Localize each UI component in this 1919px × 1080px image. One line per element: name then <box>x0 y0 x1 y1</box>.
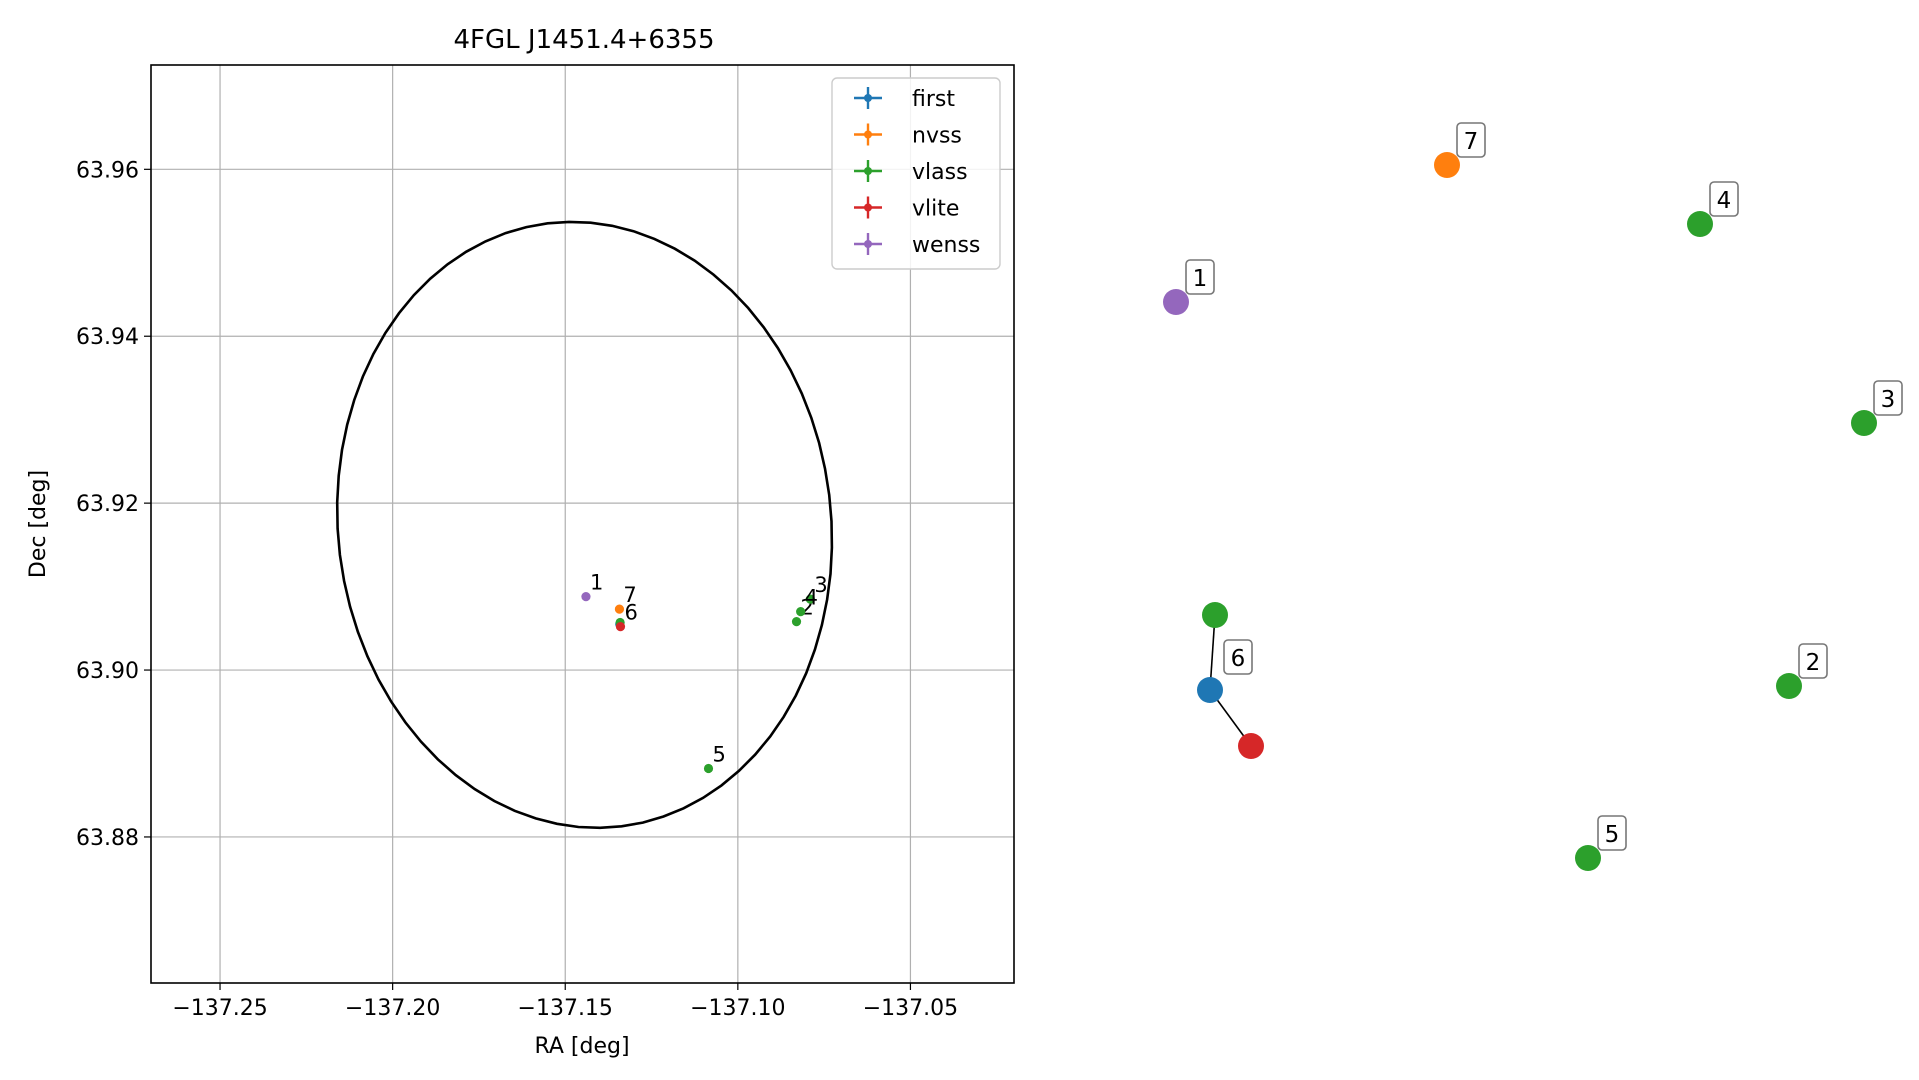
point-label: 5 <box>712 743 725 767</box>
x-axis-label: RA [deg] <box>534 1034 629 1059</box>
legend-label-nvss: nvss <box>912 124 962 149</box>
node-label-box <box>1223 639 1253 675</box>
y-tick-label: 63.92 <box>76 492 139 517</box>
node-label-box <box>1185 259 1215 295</box>
node-label: 1 <box>1193 266 1208 292</box>
y-axis-ticks: 63.88 63.90 63.92 63.94 63.96 <box>76 158 151 851</box>
node-label: 6 <box>1231 646 1246 672</box>
data-point-vlite <box>615 622 626 632</box>
y-tick-label: 63.90 <box>76 659 139 684</box>
point-label: 1 <box>590 571 603 595</box>
node-vlass <box>1851 410 1877 436</box>
x-tick-label: −137.05 <box>863 996 958 1021</box>
point-label: 3 <box>814 573 827 597</box>
point-label: 7 <box>623 583 636 607</box>
data-point-nvss <box>614 604 625 614</box>
y-axis-label: Dec [deg] <box>26 470 51 578</box>
plot-area-frame <box>150 64 1015 984</box>
node-label-box <box>1597 815 1627 851</box>
node-nvss <box>1434 152 1460 178</box>
data-point-vlass <box>796 607 806 617</box>
y-tick-label: 63.94 <box>76 325 139 350</box>
x-tick-label: −137.25 <box>172 996 267 1021</box>
data-point-vlass <box>805 594 815 604</box>
node-label-box <box>1798 643 1828 679</box>
x-axis-ticks: −137.25 −137.20 −137.15 −137.10 −137.05 <box>172 983 958 1021</box>
legend-label-first: first <box>912 87 955 112</box>
legend-marker <box>864 203 872 212</box>
node-vlass <box>1202 602 1228 628</box>
legend-label-vlass: vlass <box>912 160 968 185</box>
legend-marker <box>864 130 872 139</box>
node-label: 5 <box>1605 822 1620 848</box>
legend-marker <box>864 240 872 248</box>
node-label: 4 <box>1717 188 1732 214</box>
node-vlass <box>1776 673 1802 699</box>
y-tick-label: 63.96 <box>76 158 139 183</box>
localization-ellipse-group <box>335 220 834 830</box>
node-label-box <box>1873 380 1903 416</box>
x-tick-label: −137.10 <box>690 996 785 1021</box>
node-label-box <box>1709 181 1739 217</box>
legend-box <box>831 77 1001 270</box>
legend-marker <box>864 94 872 102</box>
chart-title: 4FGL J1451.4+6355 <box>454 25 715 55</box>
node-vlite <box>1238 733 1264 759</box>
node-label: 2 <box>1806 650 1821 676</box>
legend-marker <box>864 167 872 175</box>
legend-label-vlite: vlite <box>912 197 959 222</box>
node-label: 3 <box>1881 387 1896 413</box>
node-label-box <box>1456 122 1486 158</box>
localization-ellipse <box>335 220 834 830</box>
point-label: 4 <box>805 586 818 610</box>
node-wenss <box>1163 289 1189 315</box>
legend-label-wenss: wenss <box>912 233 980 258</box>
data-point-vlass <box>791 617 802 627</box>
x-tick-label: −137.15 <box>518 996 613 1021</box>
node-vlass <box>1575 845 1601 871</box>
data-point-vlass <box>703 763 714 774</box>
x-tick-label: −137.20 <box>345 996 440 1021</box>
node-label: 7 <box>1464 129 1479 155</box>
match-network-panel: 1 7 4 3 2 5 6 <box>1163 122 1903 871</box>
legend: first nvss vlass vlite wenss <box>831 77 1001 270</box>
node-vlass <box>1687 211 1713 237</box>
node-first <box>1197 677 1223 703</box>
y-tick-label: 63.88 <box>76 826 139 851</box>
point-label: 6 <box>624 601 637 625</box>
data-point-wenss <box>581 592 591 602</box>
